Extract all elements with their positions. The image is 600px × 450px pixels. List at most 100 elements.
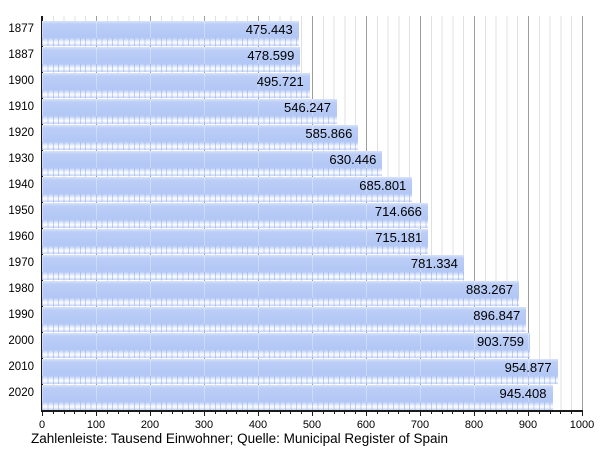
major-tick [150, 410, 151, 416]
minor-tick [85, 410, 87, 414]
minor-tick [333, 410, 335, 414]
minor-tick [193, 410, 195, 414]
year-label: 1930 [8, 153, 34, 165]
value-label: 630.446 [329, 152, 377, 167]
year-label: 1990 [8, 309, 34, 321]
major-tick [420, 410, 421, 416]
x-tick-label: 500 [302, 419, 322, 431]
ruler-strip [42, 116, 337, 124]
x-tick-label: 1000 [569, 419, 595, 431]
major-tick [204, 410, 205, 416]
minor-tick [495, 410, 497, 414]
ruler-strip [42, 90, 310, 98]
ruler-strip [42, 194, 413, 202]
ruler-strip [42, 142, 359, 150]
chart-caption: Zahlenleiste: Tausend Einwohner; Quelle:… [31, 431, 448, 446]
minor-tick [63, 410, 65, 414]
minor-tick [322, 410, 324, 414]
x-tick-label: 700 [410, 419, 430, 431]
year-label: 1950 [8, 205, 34, 217]
minor-tick [117, 410, 119, 414]
ruler-strip [42, 324, 527, 332]
x-tick-label: 200 [140, 419, 160, 431]
value-label: 883.267 [466, 282, 513, 297]
minor-tick [376, 410, 378, 414]
x-tick-label: 600 [356, 419, 376, 431]
value-label: 903.759 [477, 334, 524, 349]
minor-tick [409, 410, 411, 414]
minor-tick [344, 410, 346, 414]
year-label: 1970 [8, 257, 34, 269]
major-tick [366, 410, 367, 416]
population-bar [42, 255, 464, 272]
ruler-strip [42, 64, 301, 72]
year-label: 1910 [8, 101, 34, 113]
minor-tick [139, 410, 141, 414]
minor-tick [571, 410, 573, 414]
major-tick [258, 410, 259, 416]
minor-tick [441, 410, 443, 414]
population-bar [42, 229, 429, 246]
minor-tick [398, 410, 400, 414]
x-tick-label: 800 [464, 419, 484, 431]
population-bar [42, 73, 310, 90]
minor-tick [279, 410, 281, 414]
population-bar [42, 21, 299, 38]
value-label: 495.721 [256, 74, 304, 89]
minor-tick [549, 410, 551, 414]
year-label: 2000 [8, 335, 34, 347]
year-label: 1877 [8, 23, 34, 35]
year-label: 1920 [8, 127, 34, 139]
minor-tick [128, 410, 130, 414]
major-tick [582, 410, 583, 416]
x-tick-label: 400 [248, 419, 268, 431]
population-bar [42, 385, 553, 402]
minor-tick [182, 410, 184, 414]
minor-tick [236, 410, 238, 414]
ruler-strip [42, 350, 530, 358]
minor-tick [301, 410, 303, 414]
minor-tick [517, 410, 519, 414]
minor-tick [484, 410, 486, 414]
year-label: 1960 [8, 231, 34, 243]
value-label: 475.443 [245, 22, 293, 37]
x-tick-label: 300 [194, 419, 214, 431]
minor-tick [247, 410, 249, 414]
minor-tick [463, 410, 465, 414]
minor-tick [225, 410, 227, 414]
minor-tick [355, 410, 357, 414]
minor-tick [560, 410, 562, 414]
x-tick-label: 0 [38, 419, 46, 431]
population-bar [42, 151, 383, 168]
ruler-strip [42, 272, 464, 280]
value-label: 714.666 [374, 204, 422, 219]
value-label: 478.599 [247, 48, 295, 63]
value-label: 945.408 [499, 386, 547, 401]
population-bar [42, 125, 359, 142]
ruler-strip [42, 168, 383, 176]
ruler-strip [42, 220, 428, 228]
minor-tick [506, 410, 508, 414]
population-bar [42, 333, 530, 350]
ruler-strip [42, 246, 429, 254]
population-bar [42, 359, 558, 376]
minor-tick [52, 410, 54, 414]
minor-tick [171, 410, 173, 414]
year-label: 2020 [8, 387, 34, 399]
minor-tick [430, 410, 432, 414]
major-tick [528, 410, 529, 416]
minor-tick [268, 410, 270, 414]
value-label: 546.247 [284, 100, 331, 115]
ruler-strip [42, 376, 558, 384]
ruler-strip [42, 402, 553, 410]
population-bar [42, 47, 301, 64]
minor-tick [74, 410, 76, 414]
ruler-strip [42, 38, 299, 46]
major-tick [42, 410, 43, 416]
value-label: 685.801 [359, 178, 407, 193]
population-bar [42, 99, 337, 116]
value-label: 585.866 [305, 126, 353, 141]
minor-tick [387, 410, 389, 414]
year-label: 1980 [8, 283, 34, 295]
